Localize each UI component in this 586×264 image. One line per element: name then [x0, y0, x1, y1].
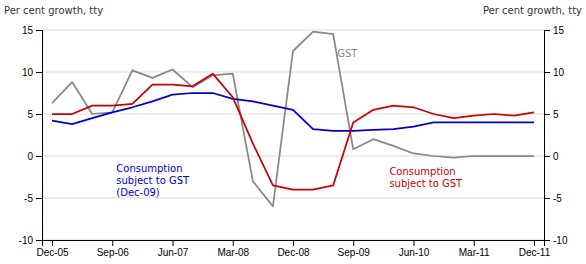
y2-tick-mark	[544, 114, 550, 115]
x-tick: Dec-11	[519, 240, 551, 258]
grid-line	[42, 114, 544, 115]
x-tick-label: Jun-07	[158, 247, 189, 258]
y2-tick-mark	[544, 156, 550, 157]
y2-tick: 5	[544, 109, 559, 120]
y-tick-label: 15	[22, 25, 34, 36]
x-tick-label: Sep-06	[97, 247, 130, 258]
y-tick-label: 0	[27, 151, 33, 162]
series-line	[52, 74, 534, 190]
y2-tick-label: 0	[553, 151, 559, 162]
y-tick: -10	[19, 235, 42, 246]
x-tick-mark	[112, 240, 113, 246]
y2-tick: 10	[544, 67, 565, 78]
lines	[52, 32, 534, 207]
grid-line	[42, 72, 544, 73]
y2-tick-label: 15	[553, 25, 565, 36]
y2-tick-mark	[544, 72, 550, 73]
x-tick-mark	[293, 240, 294, 246]
x-tick-mark	[534, 240, 535, 246]
series-line	[52, 32, 534, 207]
series-label: Consumptionsubject to GST(Dec-09)	[116, 163, 190, 198]
x-tick: Mar-11	[459, 240, 490, 258]
y2-tick-mark	[544, 30, 550, 31]
annotations: GST Consumptionsubject to GST(Dec-09) Cons…	[116, 48, 463, 197]
x-tick-label: Dec-08	[277, 247, 310, 258]
y2-tick-label: 5	[553, 109, 559, 120]
y2-axis: -10 -5 0 5 10 15	[544, 25, 568, 246]
x-tick: Sep-09	[338, 240, 371, 258]
y2-tick-label: -5	[553, 193, 562, 204]
y-axis-line	[36, 31, 43, 241]
y-tick: 0	[27, 151, 42, 162]
y-tick: 5	[27, 109, 42, 120]
y2-tick: -10	[544, 235, 568, 246]
y-axis-title: Per cent growth, tty	[4, 5, 103, 16]
y-tick-label: 5	[27, 109, 33, 120]
x-tick: Dec-05	[36, 240, 69, 258]
x-tick: Dec-08	[277, 240, 310, 258]
x-tick-label: Dec-11	[519, 247, 551, 258]
y2-tick-mark	[544, 240, 550, 241]
x-axis-line	[43, 241, 545, 247]
series-label: GST	[337, 48, 358, 59]
series-line	[52, 93, 534, 131]
x-tick-mark	[474, 240, 475, 246]
y-tick-label: -10	[19, 235, 34, 246]
x-tick-mark	[233, 240, 234, 246]
plot-area: Dec-05 Sep-06 Jun-07 Mar-08 Dec-08 Sep-09 Jun-…	[19, 25, 568, 258]
chart: Dec-05 Sep-06 Jun-07 Mar-08 Dec-08 Sep-09 Jun-…	[0, 0, 586, 264]
grid-line	[42, 30, 544, 31]
x-tick: Jun-07	[158, 240, 189, 258]
y-tick: -5	[24, 193, 42, 204]
y-tick-label: -5	[24, 193, 33, 204]
x-tick-mark	[413, 240, 414, 246]
y-tick-mark	[36, 30, 42, 31]
y-tick-mark	[36, 72, 42, 73]
x-tick-label: Jun-10	[399, 247, 430, 258]
x-axis: Dec-05 Sep-06 Jun-07 Mar-08 Dec-08 Sep-09 Jun-…	[36, 240, 550, 258]
x-tick-label: Mar-11	[459, 247, 490, 258]
y2-axis-line	[545, 31, 551, 241]
x-tick-label: Mar-08	[217, 247, 249, 258]
y-tick-mark	[36, 240, 42, 241]
y2-tick: 15	[544, 25, 565, 36]
x-tick-mark	[353, 240, 354, 246]
y-tick: 10	[22, 67, 42, 78]
y-tick-mark	[36, 156, 42, 157]
x-tick: Jun-10	[399, 240, 430, 258]
y2-tick: 0	[544, 151, 559, 162]
grid	[42, 30, 544, 240]
y-tick: 15	[22, 25, 42, 36]
y-tick-mark	[36, 198, 42, 199]
series-label: Consumptionsubject to GST	[389, 166, 463, 189]
y-tick-label: 10	[22, 67, 34, 78]
y-axis: -10 -5 0 5 10 15	[19, 25, 43, 246]
x-tick-mark	[52, 240, 53, 246]
y2-axis-title: Per cent growth, tty	[483, 5, 582, 16]
x-tick-mark	[173, 240, 174, 246]
x-tick-label: Dec-05	[36, 247, 69, 258]
y2-tick-label: -10	[553, 235, 568, 246]
y2-tick-mark	[544, 198, 550, 199]
x-tick: Sep-06	[97, 240, 130, 258]
y2-tick: -5	[544, 193, 562, 204]
x-tick: Mar-08	[217, 240, 249, 258]
y2-tick-label: 10	[553, 67, 565, 78]
x-tick-label: Sep-09	[338, 247, 371, 258]
y-tick-mark	[36, 114, 42, 115]
